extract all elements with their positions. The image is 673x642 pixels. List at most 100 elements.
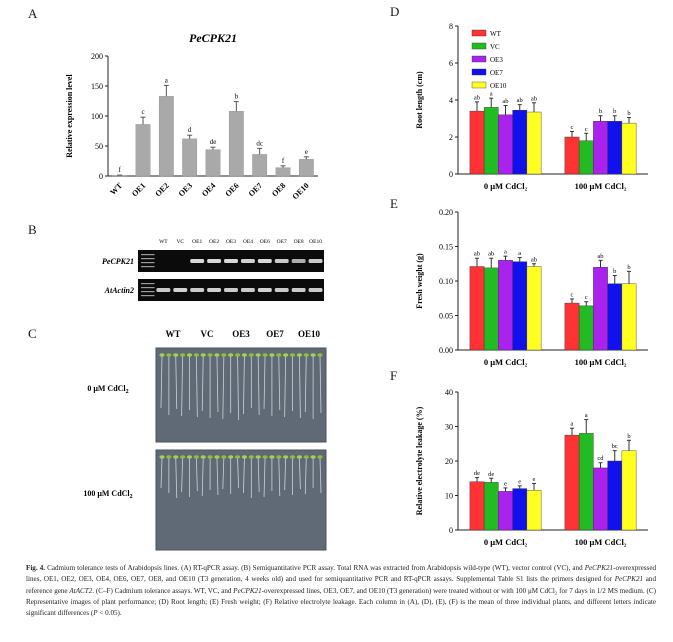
gel-band	[291, 259, 306, 263]
sig-letter: c	[585, 294, 588, 301]
bar-OE10	[298, 159, 314, 177]
sig-letter: a	[165, 76, 169, 84]
y-tick-label: 10	[445, 492, 453, 501]
x-tick-label: OE7	[247, 181, 264, 198]
y-tick-label: 0	[449, 170, 453, 179]
bar-WT	[469, 266, 485, 351]
caption-part: . (C–F) Cadmium tolerance assays. WT, VC…	[92, 586, 234, 595]
ladder-band	[141, 254, 155, 256]
sig-letter: ab	[531, 256, 537, 263]
subscript: 2	[126, 389, 129, 395]
group-label: 0 μM CdCl₂	[484, 537, 528, 547]
y-tick-label: 30	[445, 423, 453, 432]
legend-label: VC	[490, 43, 500, 51]
gel-band	[224, 259, 238, 263]
y-tick-label: 0.05	[439, 312, 453, 321]
gel-row-label: AtActin2	[104, 286, 134, 295]
sig-letter: b	[613, 108, 616, 115]
y-tick-label: 0.00	[439, 346, 453, 355]
caption-part: Cadmium tolerance tests of Arabidopsis l…	[45, 564, 585, 572]
sig-letter: de	[488, 471, 494, 478]
bar-OE7	[512, 261, 528, 351]
bar-OE7	[512, 109, 528, 175]
x-tick-label: OE1	[130, 181, 147, 198]
bar-OE3	[498, 491, 513, 531]
bar-VC	[578, 305, 594, 351]
chart-a-expression: PeCPK21 0 50 100 150 200 Relative expression l…	[65, 31, 318, 201]
bar-OE7	[512, 488, 528, 531]
bar-OE3	[498, 260, 513, 351]
bar-OE3	[593, 121, 608, 175]
group-label: 100 μM CdCl₂	[575, 181, 627, 191]
sig-letter: b	[627, 110, 630, 117]
sig-letter: e	[518, 478, 521, 485]
gel-lane-label: OE8	[294, 239, 304, 245]
ladder-band	[141, 295, 155, 297]
group-label: 100 μM CdCl₂	[575, 537, 627, 547]
subscript: 2	[130, 494, 133, 500]
sig-letter: d	[188, 126, 192, 134]
sig-letter: a	[585, 412, 588, 419]
y-tick-label: 2	[449, 133, 453, 142]
sig-letter: c	[571, 124, 574, 131]
panel-label-f: F	[390, 368, 398, 383]
panel-label-d: D	[390, 4, 400, 19]
caption-part: and reference gene	[26, 575, 656, 595]
y-tick-label: 40	[445, 388, 453, 397]
legend-swatch-OE10	[471, 81, 487, 89]
gel-lane-label: OE2	[209, 239, 219, 245]
legend-label: WT	[490, 30, 502, 38]
bar-OE4	[205, 149, 221, 177]
sig-letter: e	[504, 480, 507, 487]
gel-lane-label: OE1	[192, 239, 202, 245]
bar-OE10	[621, 283, 637, 351]
bar-VC	[578, 433, 594, 531]
y-axis-label: Relative electrolyte leakage (%)	[415, 406, 424, 515]
group-label: 0 μM CdCl₂	[484, 357, 528, 367]
bar-OE3	[498, 114, 513, 175]
y-tick-label: 50	[95, 142, 103, 151]
sig-letter: a	[571, 421, 574, 428]
ladder-band	[141, 283, 155, 285]
ladder-band	[141, 262, 155, 264]
legend-swatch-VC	[471, 42, 487, 50]
sig-letter: ab	[474, 251, 480, 258]
gel-band	[207, 288, 222, 292]
sig-letter: a	[490, 91, 493, 98]
y-tick-label: 6	[449, 59, 453, 68]
gel-lane-label: VC	[176, 239, 184, 245]
chart-f-electrolyte-leakage: 0 10 20 30 40 Relative electrolyte leakage (%…	[415, 388, 648, 547]
sig-letter: ab	[597, 253, 603, 260]
sig-letter: ab	[502, 98, 508, 105]
caption-part: < 0.05).	[97, 609, 122, 618]
x-tick-label: OE8	[270, 181, 287, 198]
y-tick-label: 150	[91, 82, 103, 91]
legend-swatch-OE3	[471, 55, 487, 63]
caption-part: -overexpressed lines, OE3, OE7, and OE10…	[26, 586, 656, 618]
gel-band	[240, 259, 255, 263]
gel-band	[224, 288, 238, 292]
gel-band	[173, 288, 188, 292]
y-tick-label: 8	[449, 22, 453, 31]
photo-c-seedlings: WT VC OE3 OE7 OE10 0 μM CdCl2 100 μM CdCl2	[83, 329, 327, 551]
sig-letter: ab	[488, 251, 494, 258]
sig-letter: a	[518, 250, 521, 257]
gel-band	[207, 259, 222, 263]
bar-WT	[564, 302, 580, 351]
gel-b-semiquant-pcr: WT VC OE1 OE2 OE3 OE4 OE6 OE7 OE8 OE10 PeCPK21 AtAc…	[102, 239, 324, 301]
sig-letter: c	[585, 126, 588, 133]
sig-letter: f	[282, 157, 285, 165]
bar-OE3	[182, 138, 198, 177]
sig-letter: de	[474, 470, 480, 477]
bar-OE7	[252, 154, 268, 177]
y-tick-label: 0.20	[439, 208, 453, 217]
bar-OE3	[593, 467, 608, 531]
y-axis-label: Fresh weight (g)	[415, 253, 424, 309]
gel-lane-label: OE7	[277, 239, 287, 245]
bar-WT	[469, 110, 485, 175]
panel-label-c: C	[28, 326, 37, 341]
photo-row-label: 0 μM CdCl2	[87, 384, 128, 395]
sig-letter: ab	[531, 95, 537, 102]
gel-band	[257, 288, 272, 292]
bar-VC	[483, 107, 499, 175]
